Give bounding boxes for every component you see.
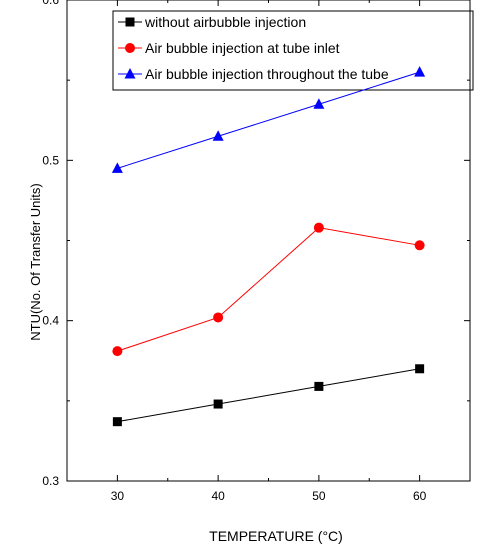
data-point-s0-3 xyxy=(415,364,425,374)
legend-marker-0 xyxy=(125,17,135,27)
data-point-s0-2 xyxy=(314,381,324,391)
data-point-s2-2 xyxy=(313,98,325,109)
y-tick-label-0.4: 0.4 xyxy=(42,314,59,328)
series-line-0 xyxy=(117,368,420,423)
legend-label-2: Air bubble injection throughout the tube xyxy=(145,66,389,82)
series-line-1 xyxy=(117,227,420,352)
data-point-s1-2 xyxy=(313,222,324,233)
legend-marker-1 xyxy=(125,43,135,53)
plot-area xyxy=(111,66,426,427)
y-tick-label-0.6: 0.6 xyxy=(42,0,59,7)
y-tick-label-0.5: 0.5 xyxy=(42,153,59,167)
legend-label-1: Air bubble injection at tube inlet xyxy=(145,40,340,56)
legend-label-0: without airbubble injection xyxy=(144,14,306,30)
x-tick-label-40: 40 xyxy=(211,489,225,503)
legend-box xyxy=(112,10,474,91)
y-tick-label-0.3: 0.3 xyxy=(42,474,59,488)
data-point-s2-3 xyxy=(414,66,426,77)
legend: without airbubble injection Air bubble in… xyxy=(112,10,474,91)
data-point-s0-0 xyxy=(112,417,122,427)
data-point-s1-3 xyxy=(414,240,425,251)
data-point-s2-1 xyxy=(212,130,224,141)
data-point-s2-0 xyxy=(111,162,123,173)
data-point-s1-1 xyxy=(213,312,224,323)
x-tick-label-60: 60 xyxy=(413,489,427,503)
data-point-s1-0 xyxy=(112,346,123,357)
axes: 30 40 50 60 0.3 0.4 0.5 0.6 xyxy=(42,0,471,503)
data-point-s0-1 xyxy=(213,399,223,409)
y-axis-label: NTU(No. Of Transfer Units) xyxy=(28,183,43,340)
legend-marker-2 xyxy=(124,68,136,79)
x-tick-label-30: 30 xyxy=(111,489,125,503)
series-line-2 xyxy=(117,71,420,169)
x-tick-label-50: 50 xyxy=(312,489,326,503)
x-axis-label: TEMPERATURE (°C) xyxy=(209,528,343,544)
